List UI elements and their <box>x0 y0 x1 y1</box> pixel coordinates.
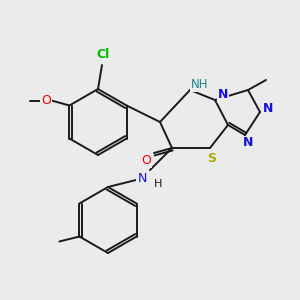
Text: N: N <box>218 88 228 101</box>
Text: O: O <box>141 154 151 166</box>
Text: N: N <box>263 103 273 116</box>
Text: H: H <box>154 179 162 189</box>
Text: S: S <box>208 152 217 164</box>
Text: O: O <box>41 94 51 107</box>
Text: N: N <box>137 172 147 184</box>
Text: NH: NH <box>191 79 209 92</box>
Text: N: N <box>243 136 253 149</box>
Text: Cl: Cl <box>96 49 110 62</box>
